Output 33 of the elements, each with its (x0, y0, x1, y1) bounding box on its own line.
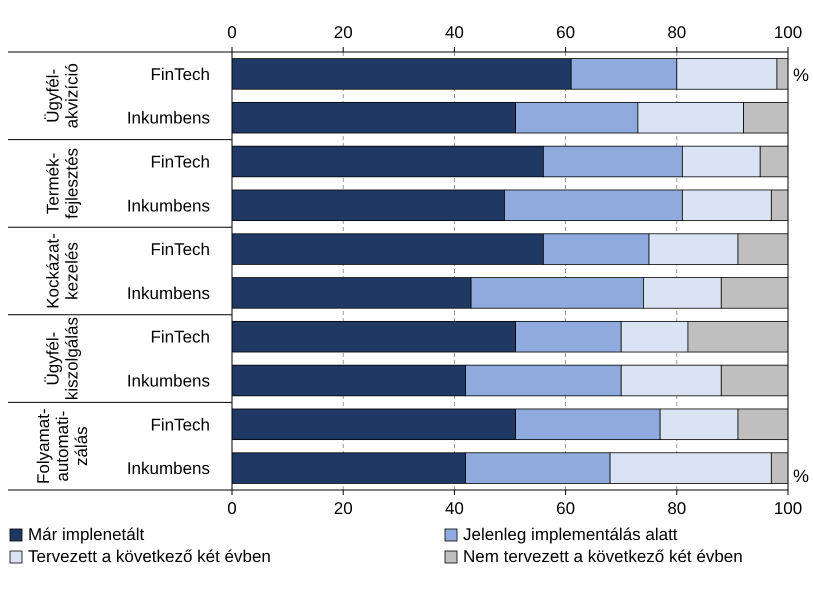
x-tick-label: 40 (444, 499, 464, 518)
legend-label: Jelenleg implementálás alatt (463, 525, 678, 544)
x2-tick-label: 100 (774, 23, 802, 42)
text: Folyamat- automati- zálás (34, 408, 91, 484)
legend-label: Nem tervezett a következő két évben (463, 547, 743, 566)
x2-tick-label: 80 (667, 23, 686, 42)
y-tick-label: Inkumbens (126, 372, 210, 390)
y-tick-label: Inkumbens (126, 284, 210, 303)
y-tick-label: FinTech (150, 415, 210, 434)
text: Ügyfél- akvizíció (44, 63, 82, 128)
x-axis-title: % (793, 466, 810, 486)
x2-axis-title: % (793, 64, 810, 85)
x2-tick-label: 60 (556, 23, 576, 42)
x2-tick-label: 0 (227, 23, 237, 42)
y-tick-label: FinTech (150, 64, 210, 84)
y-tick-label: FinTech (150, 240, 210, 260)
x-tick-label: 0 (227, 499, 237, 518)
x2-tick-label: 20 (334, 23, 353, 42)
x-tick-label: 80 (667, 499, 686, 518)
x2-tick-label: 40 (444, 23, 464, 42)
y-tick-label: FinTech (150, 152, 210, 172)
y-tick-label: Inkumbens (126, 196, 210, 216)
y-tick-label: FinTech (150, 328, 210, 347)
x-tick-label: 100 (774, 499, 802, 518)
text: Kockázat- kezelés (44, 233, 82, 309)
x-tick-label: 20 (334, 499, 353, 518)
y-tick-label: Inkumbens (126, 108, 210, 128)
y-tick-label: Inkumbens (126, 459, 210, 478)
legend-label: Tervezett a következő két évben (28, 547, 271, 566)
x-tick-label: 60 (556, 499, 576, 518)
legend-label: Már implenetált (28, 525, 144, 544)
text: Ügyfél- kiszolgálás (44, 317, 82, 400)
text: Termék- fejlesztés (44, 148, 82, 219)
